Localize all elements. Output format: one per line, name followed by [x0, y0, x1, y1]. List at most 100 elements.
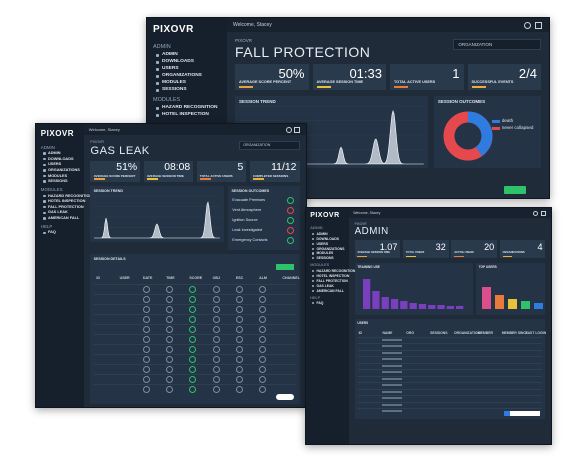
- usage-bar: [409, 302, 417, 309]
- row-icon: [259, 366, 267, 374]
- stat-accent: [316, 86, 331, 88]
- row-icon: [189, 316, 197, 324]
- stat-value: 1.07: [379, 241, 398, 252]
- table-header: ESC: [235, 276, 244, 281]
- row-divider: [357, 356, 543, 358]
- nav-item[interactable]: FAQ: [48, 230, 56, 235]
- nav-item[interactable]: ORGANIZATIONS: [48, 168, 80, 172]
- row-icon: [259, 296, 267, 304]
- stat-accent: [471, 86, 486, 88]
- logout-icon[interactable]: [540, 210, 547, 217]
- row-icon: [166, 286, 174, 294]
- nav-item[interactable]: AMERICAN FALL: [316, 288, 344, 293]
- outcome-icon: [286, 207, 294, 215]
- nav-bullet: [43, 217, 46, 220]
- row-divider: [94, 354, 296, 356]
- stat-value: 32: [435, 241, 446, 252]
- row-divider: [94, 364, 296, 366]
- row-icon: [166, 336, 174, 344]
- app-window: PIXOVR ADMIN ADMIN DOWNLOADS USERS ORGANIZATI…: [35, 123, 307, 408]
- table-header: USER: [119, 276, 130, 281]
- stat-accent: [252, 178, 265, 180]
- nav-item[interactable]: ADMIN: [48, 151, 61, 156]
- table-action[interactable]: [275, 264, 294, 271]
- stat-accent: [239, 86, 253, 88]
- nav-bullet: [312, 242, 315, 245]
- row-icon: [235, 356, 243, 364]
- stat-label: TOTAL USERS: [405, 251, 425, 255]
- outcome-icon: [286, 197, 294, 205]
- nav-item[interactable]: HAZARD RECOGNITION: [162, 105, 218, 110]
- nav-item[interactable]: HOTEL INSPECTION: [316, 273, 350, 278]
- outcome-label: Ignition Source: [232, 218, 258, 223]
- table-header: SESSIONS: [430, 330, 448, 335]
- nav-item[interactable]: FALL PROTECTION: [316, 278, 348, 283]
- outcome-label: Vent Atmosphere: [232, 208, 262, 213]
- organization-filter[interactable]: ORGANIZATION: [239, 140, 300, 150]
- nav-item[interactable]: MODULES: [162, 80, 186, 85]
- nav-item[interactable]: ORGANIZATIONS: [316, 246, 345, 251]
- nav-item[interactable]: HAZARD RECOGNITION: [48, 193, 93, 198]
- row-icon: [235, 316, 243, 324]
- row-icon: [189, 296, 197, 304]
- pager[interactable]: [275, 394, 294, 401]
- nav-item[interactable]: HOTEL INSPECTION: [162, 112, 209, 117]
- nav-bullet: [43, 152, 46, 155]
- logout-icon[interactable]: [535, 22, 542, 29]
- nav-item[interactable]: SESSIONS: [162, 87, 187, 92]
- nav-bullet: [156, 74, 159, 78]
- nav-item[interactable]: DOWNLOADS: [316, 236, 339, 241]
- row-text: [382, 364, 402, 367]
- nav-item[interactable]: DOWNLOADS: [162, 59, 194, 64]
- nav-bullet: [312, 274, 315, 277]
- outcome-icon: [286, 217, 294, 225]
- table-header: TIME: [166, 276, 175, 281]
- nav-item[interactable]: ADMIN: [316, 231, 328, 236]
- nav-item[interactable]: ADMIN: [162, 52, 178, 57]
- row-icon: [212, 296, 220, 304]
- row-icon: [166, 356, 174, 364]
- row-text: [382, 377, 402, 380]
- settings-icon[interactable]: [532, 210, 539, 217]
- legend-label: never collapsed: [501, 125, 534, 130]
- nav-item[interactable]: HOTEL INSPECTION: [48, 199, 86, 204]
- nav-item[interactable]: SESSIONS: [316, 256, 334, 261]
- row-icon: [142, 356, 150, 364]
- stat-accent: [357, 255, 368, 257]
- settings-icon[interactable]: [524, 22, 531, 29]
- outcome-donut: [443, 111, 493, 161]
- nav-item[interactable]: FALL PROTECTION: [48, 204, 84, 209]
- row-icon: [235, 386, 243, 394]
- nav-item[interactable]: USERS: [316, 241, 329, 246]
- row-icon: [142, 386, 150, 394]
- nav-item[interactable]: DOWNLOADS: [48, 156, 74, 161]
- nav-item[interactable]: GAS LEAK: [48, 210, 68, 215]
- row-text: [382, 351, 402, 354]
- stat-value: 08:08: [164, 162, 191, 174]
- nav-item[interactable]: MODULES: [48, 173, 68, 178]
- nav-item[interactable]: ORGANIZATIONS: [162, 73, 202, 78]
- nav-item[interactable]: HAZARD RECOGNITION: [316, 268, 356, 273]
- organization-filter[interactable]: ORGANIZATION: [453, 39, 541, 50]
- settings-icon[interactable]: [285, 127, 292, 134]
- pager[interactable]: [504, 410, 541, 416]
- nav-bullet: [43, 211, 46, 214]
- nav-item[interactable]: MODULES: [316, 251, 334, 256]
- row-icon: [166, 386, 174, 394]
- row-icon: [189, 366, 197, 374]
- nav-item[interactable]: USERS: [48, 162, 62, 167]
- row-icon: [142, 336, 150, 344]
- nav-heading: MODULES: [40, 187, 63, 193]
- nav-item[interactable]: SESSIONS: [48, 179, 68, 184]
- logout-icon[interactable]: [294, 127, 301, 134]
- nav-item[interactable]: USERS: [162, 66, 179, 71]
- stat-card: 08:08 AVERAGE SESSION TIME: [143, 160, 194, 182]
- nav-heading: ADMIN: [40, 144, 55, 150]
- page-title: FALL PROTECTION: [235, 44, 371, 60]
- nav-item[interactable]: FAQ: [316, 301, 324, 306]
- nav-item[interactable]: GAS LEAK: [316, 283, 334, 288]
- nav-item[interactable]: AMERICAN FALL: [48, 216, 80, 220]
- nav-bullet: [43, 194, 46, 198]
- nav-heading: MODULES: [153, 97, 181, 103]
- export-button[interactable]: [504, 186, 526, 194]
